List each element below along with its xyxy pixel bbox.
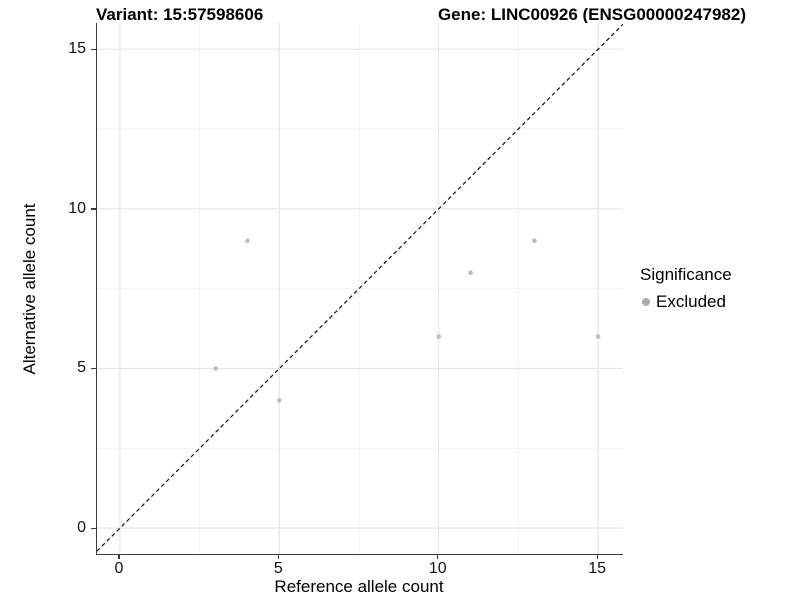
y-tick-label: 5 — [77, 359, 86, 377]
data-point — [245, 238, 250, 244]
x-tick-mark — [596, 554, 598, 559]
plot-title-gene: Gene: LINC00926 (ENSG00000247982) — [437, 5, 746, 24]
data-point — [468, 270, 473, 275]
x-axis-title: Reference allele count — [274, 577, 444, 596]
x-tick-label: 0 — [114, 560, 124, 577]
x-tick-label: 5 — [273, 560, 283, 577]
y-tick-mark — [91, 208, 96, 210]
y-tick-label: 15 — [68, 40, 86, 58]
y-axis-ticks: 0 5 10 15 — [0, 23, 96, 554]
y-tick-label: 0 — [77, 519, 86, 537]
legend: Significance Excluded — [640, 266, 732, 312]
legend-title: Significance — [640, 265, 732, 284]
legend-item-label: Excluded — [656, 292, 726, 311]
y-tick-mark — [91, 527, 96, 529]
legend-key-dot-icon — [642, 298, 650, 306]
data-point — [277, 398, 282, 403]
legend-item-excluded: Excluded — [640, 292, 732, 312]
y-tick-mark — [91, 48, 96, 50]
x-tick-label: 10 — [428, 560, 447, 577]
x-tick-mark — [118, 554, 120, 559]
identity-line — [97, 23, 623, 552]
x-axis-ticks: 0 5 10 15 — [96, 554, 622, 582]
data-point — [213, 366, 218, 371]
data-point — [532, 238, 537, 244]
x-tick-mark — [277, 554, 280, 559]
plot-canvas — [97, 23, 623, 554]
y-tick-label: 10 — [68, 199, 86, 217]
data-point — [436, 334, 442, 339]
x-tick-mark — [437, 554, 439, 559]
x-tick-label: 15 — [588, 560, 607, 577]
plot-title-variant: Variant: 15:57598606 — [96, 5, 264, 24]
plot-panel — [96, 23, 623, 555]
data-point — [595, 334, 601, 339]
y-axis-title: Alternative allele count — [20, 203, 39, 375]
y-tick-mark — [91, 367, 96, 370]
